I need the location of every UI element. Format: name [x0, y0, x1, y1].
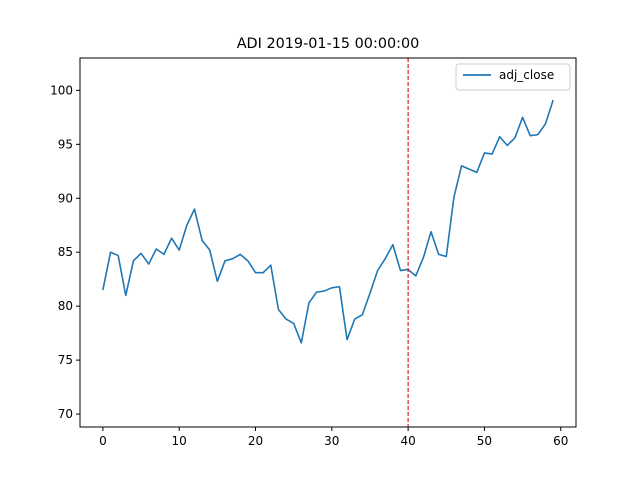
legend-box — [455, 63, 571, 91]
x-tick-label: 40 — [400, 434, 415, 448]
axes-frame — [79, 57, 577, 428]
y-tick-label: 75 — [58, 353, 73, 367]
x-tick-label: 60 — [553, 434, 568, 448]
x-tick-label: 0 — [99, 434, 107, 448]
plot-area — [79, 57, 577, 428]
y-tick-label: 85 — [58, 245, 73, 259]
y-tick-label: 90 — [58, 191, 73, 205]
x-tick-label: 10 — [172, 434, 187, 448]
y-tick-label: 95 — [58, 137, 73, 151]
chart-title: ADI 2019-01-15 00:00:00 — [237, 36, 420, 52]
series-line-adj-close — [102, 99, 554, 344]
legend: adj_close — [455, 63, 571, 91]
x-axis-ticks: 0 10 20 30 40 50 60 — [99, 427, 568, 448]
x-tick-label: 30 — [324, 434, 339, 448]
y-tick-label: 100 — [50, 83, 73, 97]
x-tick-label: 50 — [477, 434, 492, 448]
legend-label: adj_close — [499, 68, 554, 82]
y-axis-ticks: 70 75 80 85 90 95 100 — [50, 83, 80, 421]
y-tick-label: 70 — [58, 407, 73, 421]
y-tick-label: 80 — [58, 299, 73, 313]
x-tick-label: 20 — [248, 434, 263, 448]
